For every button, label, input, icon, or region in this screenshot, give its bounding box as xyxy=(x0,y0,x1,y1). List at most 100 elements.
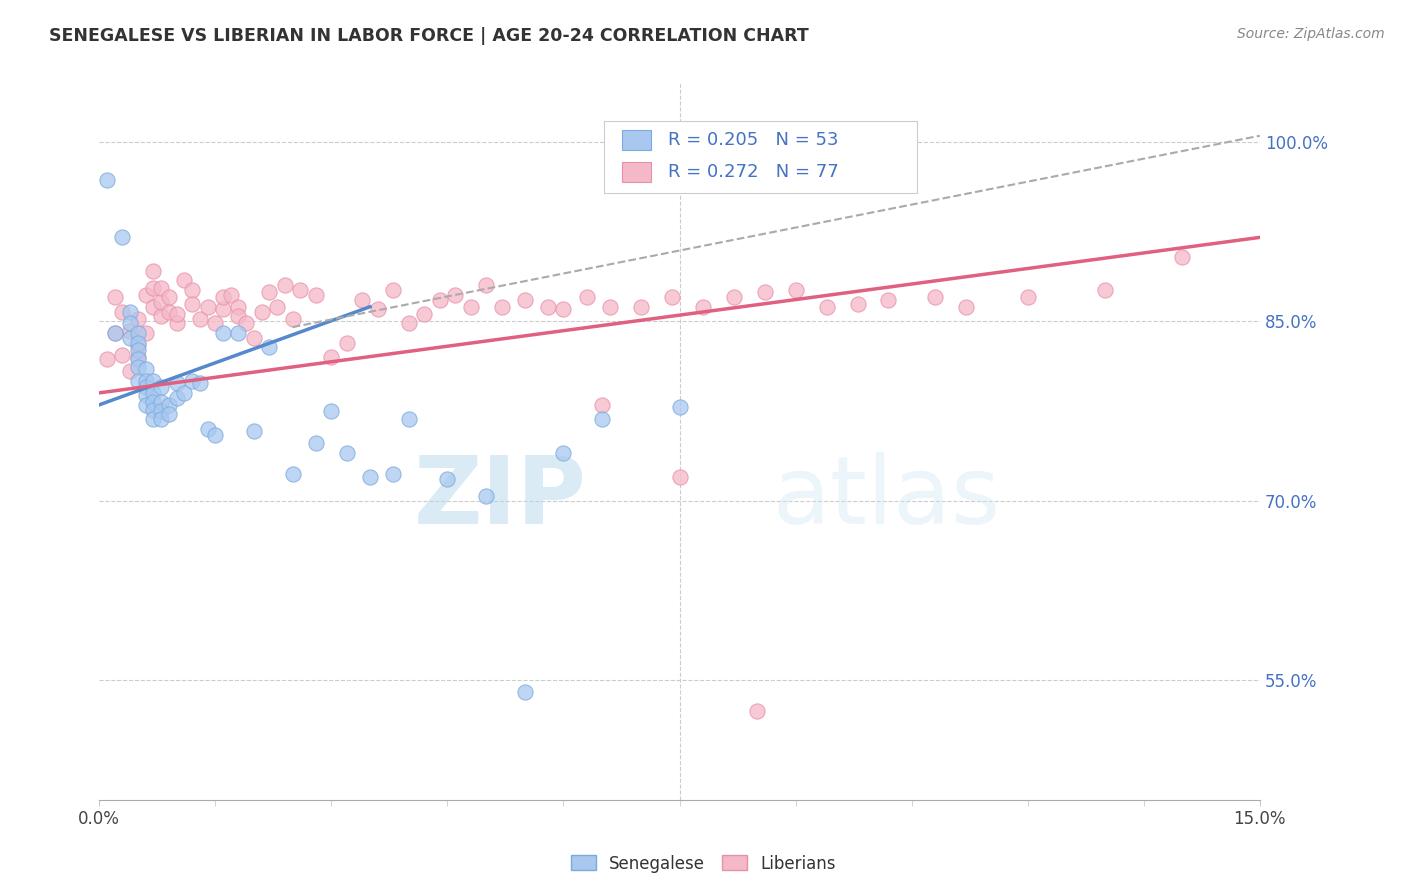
Point xyxy=(142,402,165,417)
Point xyxy=(367,302,389,317)
Point xyxy=(173,273,195,287)
Point xyxy=(142,264,165,278)
Point xyxy=(120,304,142,318)
Point xyxy=(305,436,328,450)
Text: R = 0.205   N = 53: R = 0.205 N = 53 xyxy=(668,131,838,149)
Point xyxy=(321,350,343,364)
Point xyxy=(259,340,281,354)
Point xyxy=(135,388,157,402)
Point xyxy=(197,422,219,436)
Point xyxy=(553,445,575,459)
Point xyxy=(120,331,142,345)
Text: SENEGALESE VS LIBERIAN IN LABOR FORCE | AGE 20-24 CORRELATION CHART: SENEGALESE VS LIBERIAN IN LABOR FORCE | … xyxy=(49,27,808,45)
Point xyxy=(575,290,598,304)
Point xyxy=(862,135,884,149)
Point xyxy=(436,472,458,486)
Point xyxy=(877,293,900,307)
Point xyxy=(668,401,690,415)
Point xyxy=(321,404,343,418)
Point xyxy=(166,317,188,331)
Point xyxy=(157,408,180,422)
Text: atlas: atlas xyxy=(772,452,1001,544)
Point xyxy=(599,300,621,314)
Point xyxy=(142,412,165,426)
Point xyxy=(111,230,134,244)
Point xyxy=(150,380,173,394)
Point xyxy=(1171,250,1194,264)
Point xyxy=(197,300,219,314)
Point xyxy=(127,352,149,367)
Point xyxy=(274,278,297,293)
Point xyxy=(157,304,180,318)
Point xyxy=(513,293,536,307)
Point xyxy=(150,404,173,418)
Point xyxy=(219,287,242,301)
Point xyxy=(173,385,195,400)
Point xyxy=(120,317,142,331)
Point xyxy=(120,364,142,378)
Point xyxy=(127,311,149,326)
Point xyxy=(212,326,235,340)
Point xyxy=(359,469,381,483)
Point xyxy=(127,350,149,364)
Point xyxy=(142,385,165,400)
Text: ZIP: ZIP xyxy=(413,452,586,544)
Point xyxy=(754,285,776,300)
Point xyxy=(692,300,714,314)
Point xyxy=(104,326,127,340)
Point xyxy=(166,376,188,391)
Point xyxy=(181,374,204,388)
Point xyxy=(228,300,250,314)
Point xyxy=(1017,290,1039,304)
Point xyxy=(513,685,536,699)
Point xyxy=(127,338,149,352)
Point xyxy=(460,300,482,314)
Point xyxy=(955,300,977,314)
Point xyxy=(290,283,312,297)
Point xyxy=(668,469,690,483)
Point xyxy=(104,290,127,304)
Point xyxy=(591,412,613,426)
Point xyxy=(135,398,157,412)
Point xyxy=(281,467,304,482)
Point xyxy=(398,412,420,426)
Bar xyxy=(621,161,651,182)
Point xyxy=(305,287,328,301)
Point xyxy=(142,395,165,409)
Point xyxy=(204,427,226,442)
Point xyxy=(111,304,134,318)
Point xyxy=(150,310,173,324)
Point xyxy=(228,326,250,340)
Point xyxy=(150,295,173,310)
Point xyxy=(204,317,226,331)
Text: Source: ZipAtlas.com: Source: ZipAtlas.com xyxy=(1237,27,1385,41)
Point xyxy=(212,302,235,317)
Point xyxy=(142,374,165,388)
Point xyxy=(235,317,257,331)
Point xyxy=(413,307,436,321)
Point xyxy=(127,326,149,340)
Point xyxy=(243,424,266,438)
Point xyxy=(537,300,560,314)
Point xyxy=(382,467,405,482)
Point xyxy=(475,489,498,503)
Point xyxy=(591,398,613,412)
Point xyxy=(150,395,173,409)
Point xyxy=(127,359,149,374)
Point xyxy=(96,352,118,367)
Point xyxy=(475,278,498,293)
Point xyxy=(135,287,157,301)
Point xyxy=(382,283,405,297)
Point xyxy=(259,285,281,300)
Point xyxy=(127,335,149,350)
Point xyxy=(398,317,420,331)
Point xyxy=(127,343,149,357)
Point xyxy=(243,331,266,345)
Point xyxy=(846,297,869,311)
Point xyxy=(181,283,204,297)
Point xyxy=(135,380,157,394)
Point xyxy=(150,280,173,294)
Point xyxy=(352,293,374,307)
Point xyxy=(135,362,157,376)
Point xyxy=(266,300,288,314)
